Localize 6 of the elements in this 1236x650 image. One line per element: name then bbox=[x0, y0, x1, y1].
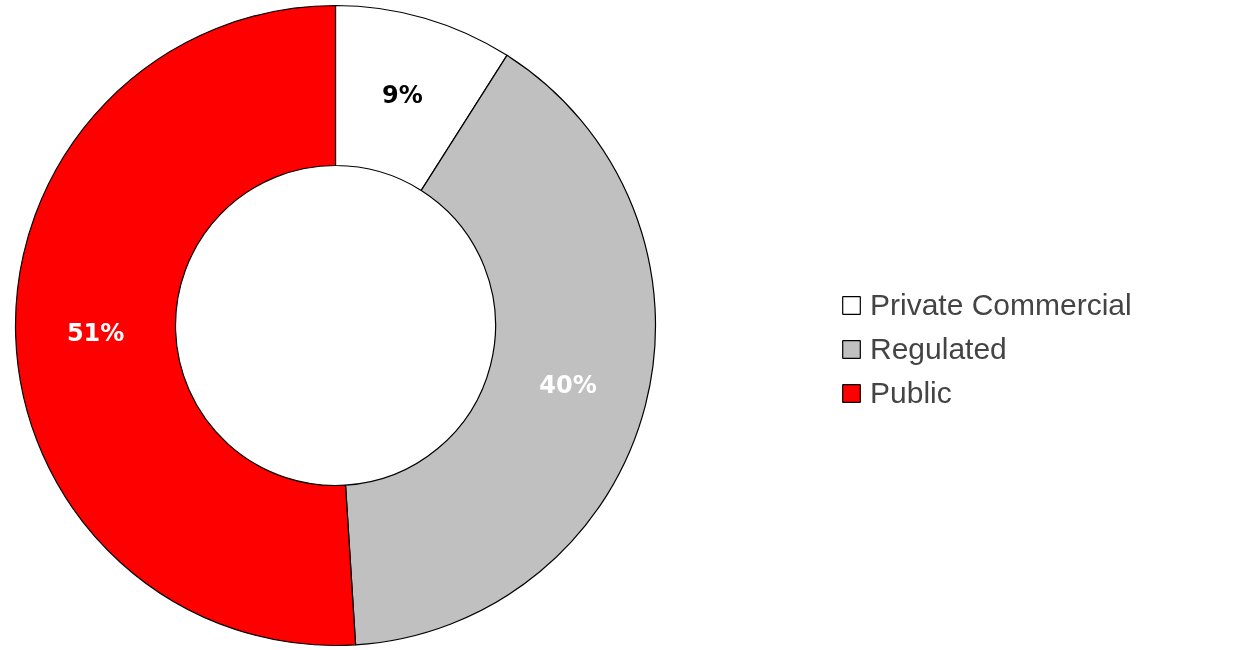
data-label: 51% bbox=[66, 319, 125, 348]
legend-label: Private Commercial bbox=[870, 288, 1132, 322]
legend-label: Public bbox=[870, 376, 952, 410]
data-label: 9% bbox=[382, 81, 423, 110]
legend-label: Regulated bbox=[870, 332, 1007, 366]
data-label: 40% bbox=[539, 371, 597, 400]
